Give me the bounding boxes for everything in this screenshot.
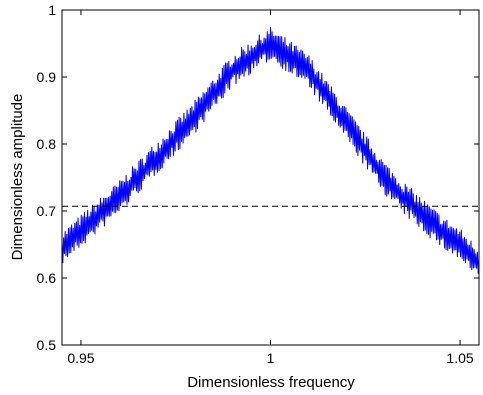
y-tick-label: 0.5 xyxy=(37,337,57,353)
y-tick-label: 0.6 xyxy=(37,270,57,286)
response-curve xyxy=(62,27,479,274)
y-axis-label: Dimensionless amplitude xyxy=(9,94,26,261)
x-tick-label: 1.05 xyxy=(446,350,473,366)
y-tick-label: 0.7 xyxy=(37,203,57,219)
x-axis-label: Dimensionless frequency xyxy=(187,374,355,391)
y-tick-label: 1 xyxy=(48,2,56,18)
plot-frame xyxy=(61,9,480,346)
y-tick-label: 0.9 xyxy=(37,69,57,85)
x-tick-label: 0.95 xyxy=(67,350,94,366)
y-tick-label: 0.8 xyxy=(37,136,57,152)
x-tick-label: 1 xyxy=(267,350,275,366)
